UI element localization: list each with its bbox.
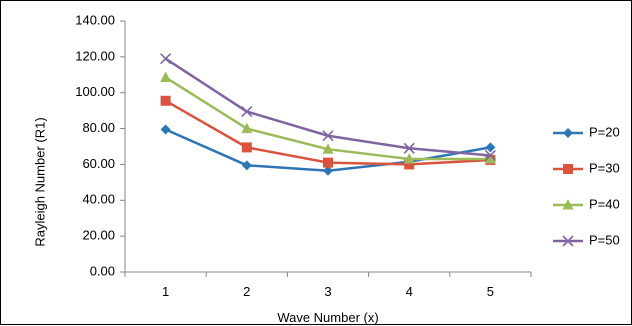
x-tick-label: 1 <box>162 284 169 299</box>
data-point <box>241 142 252 153</box>
series-lines <box>160 53 496 176</box>
data-point <box>160 95 171 106</box>
legend-marker <box>563 128 573 138</box>
legend-label: P=50 <box>589 232 620 247</box>
y-tick-label: 140.00 <box>75 12 115 27</box>
legend-item: P=30 <box>553 160 620 175</box>
data-point <box>323 165 333 176</box>
legend-label: P=20 <box>589 124 620 139</box>
data-point <box>403 153 415 164</box>
x-tick-label: 5 <box>487 284 494 299</box>
legend: P=20 P=30 P=40 P=50 <box>553 124 620 247</box>
data-point <box>322 143 334 154</box>
data-point <box>322 130 334 142</box>
y-tick-label: 40.00 <box>82 192 115 207</box>
legend-item: P=20 <box>553 124 620 139</box>
y-tick-label: 60.00 <box>82 156 115 171</box>
data-point <box>160 71 172 82</box>
data-point <box>241 160 252 171</box>
series-P=50 <box>160 53 496 162</box>
legend-marker <box>562 199 574 210</box>
data-point <box>323 157 333 168</box>
data-point <box>404 159 415 170</box>
legend-label: P=40 <box>589 196 620 211</box>
data-point <box>160 124 171 135</box>
legend-marker <box>562 235 574 247</box>
series-P=40 <box>160 71 496 164</box>
legend-item: P=50 <box>553 232 620 247</box>
legend-label: P=30 <box>589 160 620 175</box>
y-tick-labels: 0.00 20.00 40.00 60.00 80.00 100.00 120.00 140.… <box>75 12 115 278</box>
x-tick-label: 4 <box>406 284 413 299</box>
y-tick-label: 0.00 <box>90 263 115 278</box>
y-tick-label: 120.00 <box>75 48 115 63</box>
data-point <box>485 142 496 153</box>
legend-marker <box>563 164 573 174</box>
y-tick-label: 80.00 <box>82 120 115 135</box>
data-point <box>160 53 172 65</box>
y-tick-label: 100.00 <box>75 84 115 99</box>
data-point <box>484 153 496 164</box>
x-tick-label: 2 <box>243 284 250 299</box>
x-tick-label: 3 <box>324 284 331 299</box>
y-tick-label: 20.00 <box>82 228 115 243</box>
y-axis-title: Rayleigh Number (R1) <box>32 117 47 246</box>
x-tick-labels: 1 2 3 4 5 <box>162 284 494 299</box>
data-point <box>403 142 415 154</box>
data-point <box>241 105 253 118</box>
data-point <box>241 122 253 134</box>
legend-item: P=40 <box>553 196 620 211</box>
x-axis-title: Wave Number (x) <box>277 310 378 325</box>
data-point <box>484 149 496 162</box>
axes <box>120 20 532 277</box>
